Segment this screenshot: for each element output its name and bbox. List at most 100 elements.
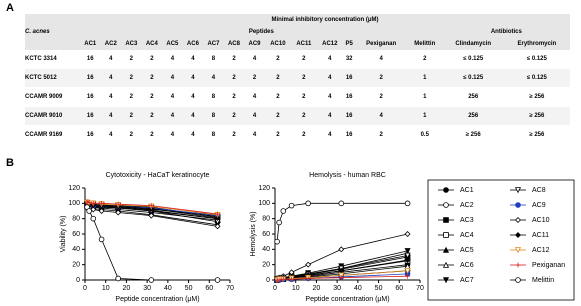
table-cell: 4 xyxy=(316,125,343,145)
table-cell: 16 xyxy=(80,87,101,107)
table-cell: 2 xyxy=(223,68,245,88)
table-row: KCTC 3314 16 4 2 2 4 4 8 2 4 2 2 4 32 4 2 ≤ 0.125 ≤ 0.125 xyxy=(25,50,570,69)
table-cell: 2 xyxy=(264,106,292,126)
chart-title: Cytotoxicity - HaCaT keratinocyte xyxy=(106,172,210,179)
table-cell: 8 xyxy=(203,50,224,69)
y-tick-label: 60 xyxy=(262,231,270,238)
marker xyxy=(288,202,295,209)
table-cell: 16 xyxy=(342,125,356,145)
table-cell: ≤ 0.125 xyxy=(503,50,570,69)
table-cell: 2 xyxy=(355,125,407,145)
table-row: Minimal inhibitory concentration (μM) xyxy=(25,14,570,26)
table-cell: 2 xyxy=(355,87,407,107)
y-tick-label: 20 xyxy=(72,262,80,269)
marker xyxy=(305,261,312,268)
table-cell: 16 xyxy=(80,50,101,69)
table-cell: 2 xyxy=(121,125,142,145)
marker xyxy=(515,217,521,223)
table-cell: 4 xyxy=(100,50,122,69)
legend-label: AC11 xyxy=(532,232,549,239)
table-cell: CCAMR 9009 xyxy=(25,87,80,107)
table-cell: Clindamycin xyxy=(442,38,504,50)
table-cell xyxy=(25,14,80,26)
y-tick-label: 80 xyxy=(262,216,270,223)
table-cell: ≤ 0.125 xyxy=(442,68,504,88)
marker xyxy=(443,202,449,208)
table-cell: CCAMR 9169 xyxy=(25,125,80,145)
x-tick-label: 70 xyxy=(226,285,234,292)
marker xyxy=(90,200,96,206)
table-cell: KCTC 5012 xyxy=(25,68,80,88)
table-cell: 8 xyxy=(203,87,224,107)
marker xyxy=(443,232,449,238)
marker xyxy=(405,273,410,279)
marker xyxy=(148,277,155,283)
table-cell: 256 xyxy=(442,106,504,126)
table-cell: AC11 xyxy=(291,38,317,50)
marker xyxy=(84,199,90,205)
table-cell: Erythromycin xyxy=(503,38,570,50)
marker xyxy=(276,277,282,283)
marker xyxy=(148,203,154,209)
table-cell: 16 xyxy=(342,68,356,88)
table-cell: 2 xyxy=(244,68,265,88)
table-cell xyxy=(25,38,80,50)
marker xyxy=(280,276,286,282)
marker xyxy=(338,200,345,207)
legend-label: AC1 xyxy=(460,187,474,194)
table-cell: 4 xyxy=(100,87,122,107)
table-cell: Pexiganan xyxy=(355,38,407,50)
y-tick-label: 60 xyxy=(72,231,80,238)
table-cell: 2 xyxy=(121,68,142,88)
x-tick-label: 60 xyxy=(395,285,403,292)
table-cell: 2 xyxy=(264,50,292,69)
marker xyxy=(305,276,311,281)
chart-title: Hemolysis - human RBC xyxy=(309,172,386,179)
table-row: KCTC 5012 16 4 2 2 4 4 4 2 2 2 2 4 16 2 1 ≤ 0.125 ≤ 0.125 xyxy=(25,68,570,88)
x-tick-label: 30 xyxy=(333,285,341,292)
table-cell: 4 xyxy=(182,87,204,107)
marker xyxy=(115,209,122,216)
table-cell: 2 xyxy=(291,106,317,126)
table-cell: AC10 xyxy=(264,38,292,50)
marker xyxy=(90,215,97,222)
table-cell: ≥ 256 xyxy=(442,125,504,145)
table-cell: ≥ 256 xyxy=(503,125,570,145)
marker xyxy=(98,236,105,243)
table-cell: 2 xyxy=(291,68,317,88)
marker xyxy=(514,187,522,194)
x-tick-label: 40 xyxy=(354,285,362,292)
table-cell: 2 xyxy=(141,106,163,126)
legend-label: AC9 xyxy=(532,202,546,209)
table-cell: AC12 xyxy=(316,38,343,50)
x-tick-label: 20 xyxy=(123,285,131,292)
x-tick-label: 0 xyxy=(273,285,277,292)
legend-label: AC7 xyxy=(460,277,474,284)
table-cell: AC6 xyxy=(182,38,204,50)
table-cell: 4 xyxy=(182,125,204,145)
panel-label: A xyxy=(6,2,14,14)
table-cell: 2 xyxy=(264,68,292,88)
table-cell: 4 xyxy=(100,125,122,145)
x-tick-label: 70 xyxy=(416,285,424,292)
table-cell: 4 xyxy=(316,87,343,107)
table-cell: 2 xyxy=(121,106,142,126)
table-cell: 4 xyxy=(100,68,122,88)
marker xyxy=(305,200,311,207)
marker xyxy=(443,217,449,223)
marker xyxy=(404,248,411,255)
table-cell: 1 xyxy=(406,106,443,126)
table-cell: AC2 xyxy=(100,38,122,50)
marker xyxy=(215,211,220,217)
table-cell: 16 xyxy=(80,106,101,126)
x-tick-label: 10 xyxy=(292,285,300,292)
table-cell: 4 xyxy=(355,50,407,69)
table-cell: ≥ 256 xyxy=(503,106,570,126)
legend-label: AC12 xyxy=(532,247,550,254)
table-row: C. acnes Peptides Antibiotics xyxy=(25,26,570,38)
table-cell: Minimal inhibitory concentration (μM) xyxy=(80,14,570,26)
table-cell: 2 xyxy=(406,50,443,69)
table-cell: AC4 xyxy=(141,38,163,50)
table-cell: 4 xyxy=(162,106,183,126)
marker xyxy=(338,246,345,253)
